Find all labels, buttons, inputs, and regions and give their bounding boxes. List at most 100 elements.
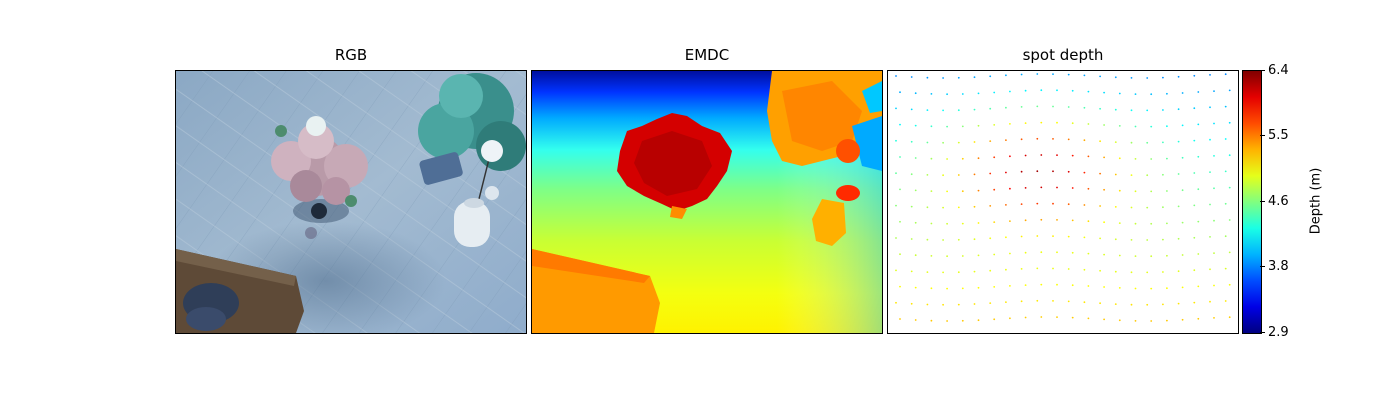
- depth-spot: [930, 319, 933, 322]
- depth-spot: [1056, 186, 1058, 189]
- depth-spot: [895, 301, 897, 304]
- depth-spot: [1224, 300, 1227, 302]
- depth-spot: [1071, 251, 1074, 254]
- depth-spot: [961, 222, 964, 225]
- depth-spot: [1130, 109, 1133, 112]
- depth-spot: [957, 76, 960, 79]
- depth-spot: [1103, 91, 1105, 94]
- depth-spot: [973, 238, 976, 241]
- depth-spot: [1162, 141, 1164, 144]
- depth-spot: [946, 222, 948, 225]
- depth-spot: [1083, 106, 1086, 109]
- depth-spot: [926, 141, 929, 144]
- depth-spot: [993, 286, 996, 288]
- depth-colorbar: [1242, 70, 1262, 334]
- depth-spot: [1181, 254, 1184, 256]
- depth-spot: [1130, 77, 1133, 79]
- depth-spot: [1177, 205, 1180, 208]
- depth-spot: [1036, 73, 1039, 75]
- depth-spot: [914, 221, 917, 224]
- depth-spot: [977, 319, 980, 322]
- depth-spot: [1040, 186, 1043, 189]
- depth-spot: [1024, 89, 1027, 92]
- colorbar-tick-label: 4.6: [1268, 194, 1289, 209]
- depth-spot: [1009, 187, 1011, 190]
- depth-spot: [1052, 300, 1054, 302]
- depth-spot: [899, 253, 901, 256]
- depth-spot: [1213, 284, 1215, 287]
- depth-spot: [930, 287, 933, 290]
- depth-spot: [1146, 206, 1149, 209]
- depth-spot: [993, 221, 996, 224]
- depth-spot: [1099, 172, 1101, 175]
- depth-spot: [1213, 155, 1215, 157]
- depth-spot: [989, 140, 992, 142]
- depth-spot: [989, 107, 992, 110]
- depth-spot: [973, 205, 976, 208]
- depth-spot: [1150, 222, 1153, 225]
- depth-spot: [1130, 141, 1133, 144]
- colorbar-tick-mark: [1260, 266, 1265, 267]
- depth-spot: [1177, 270, 1180, 273]
- depth-spot: [1162, 76, 1164, 79]
- depth-spot: [1071, 219, 1074, 222]
- depth-spot: [1087, 155, 1090, 158]
- depth-spot: [946, 93, 948, 96]
- depth-spot: [946, 287, 948, 290]
- depth-spot: [1228, 251, 1231, 254]
- depth-spot: [1009, 317, 1011, 320]
- depth-spot: [1067, 300, 1070, 303]
- depth-spot: [1166, 157, 1168, 160]
- depth-spot: [1083, 204, 1086, 206]
- depth-spot: [1005, 301, 1007, 303]
- depth-spot: [1213, 187, 1215, 190]
- depth-spot: [1118, 222, 1121, 225]
- depth-spot: [1209, 106, 1211, 109]
- depth-spot: [1228, 283, 1231, 286]
- colorbar-tick-label: 2.9: [1268, 325, 1289, 340]
- depth-spot: [1213, 252, 1215, 255]
- depth-spot: [930, 222, 933, 225]
- depth-spot: [1020, 300, 1023, 303]
- depth-spot: [1056, 283, 1058, 286]
- depth-spot: [1193, 172, 1196, 174]
- depth-spot: [1193, 139, 1196, 142]
- depth-spot: [1020, 268, 1023, 270]
- depth-spot: [1228, 186, 1231, 189]
- depth-spot: [899, 188, 901, 191]
- depth-spot: [926, 174, 929, 176]
- depth-spot: [961, 93, 964, 95]
- depth-spot: [1146, 271, 1149, 274]
- depth-spot: [1083, 236, 1086, 239]
- depth-spot: [1209, 171, 1211, 173]
- depth-spot: [1224, 202, 1227, 205]
- depth-spot: [1114, 206, 1117, 208]
- depth-spot: [946, 320, 948, 322]
- depth-spot: [1087, 317, 1090, 320]
- depth-spot: [1162, 206, 1164, 209]
- depth-spot: [1103, 318, 1105, 321]
- depth-spot: [973, 173, 976, 176]
- depth-spot: [1146, 239, 1149, 241]
- depth-spot: [1177, 75, 1180, 78]
- depth-spot: [1103, 156, 1105, 159]
- depth-spot: [1162, 109, 1164, 111]
- depth-spot: [926, 206, 929, 209]
- depth-spot: [1134, 125, 1137, 128]
- depth-spot: [910, 270, 913, 273]
- depth-spot: [910, 205, 913, 208]
- depth-spot: [1036, 235, 1039, 237]
- depth-spot: [1114, 76, 1117, 79]
- depth-spot: [957, 109, 960, 112]
- depth-spot: [1056, 219, 1058, 221]
- depth-spot: [1087, 252, 1090, 255]
- colorbar-tick-mark: [1260, 201, 1265, 202]
- colorbar-tick-label: 5.5: [1268, 128, 1289, 143]
- depth-spot: [942, 109, 944, 112]
- depth-spot: [942, 303, 944, 306]
- depth-spot: [1036, 137, 1039, 140]
- depth-spot: [910, 238, 913, 240]
- depth-spot: [957, 238, 960, 241]
- depth-spot: [1146, 109, 1149, 112]
- depth-spot: [942, 174, 944, 177]
